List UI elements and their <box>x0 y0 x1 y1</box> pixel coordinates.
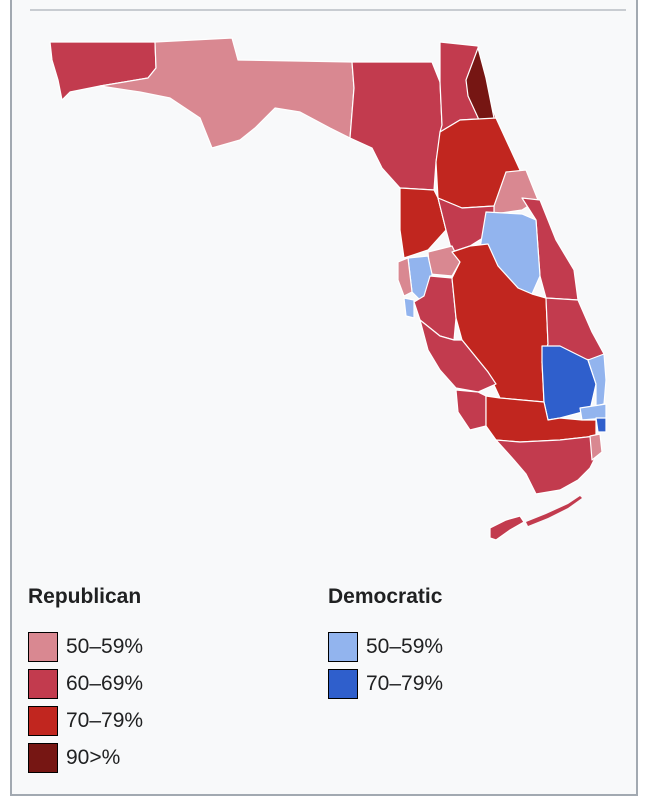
legend-label: 90>% <box>66 745 121 769</box>
legend-swatch <box>28 742 58 773</box>
legend-label: 70–79% <box>366 671 444 695</box>
legend-democratic: Democratic 50–59% 70–79% <box>328 582 608 702</box>
county-region <box>403 297 415 319</box>
legend-swatch <box>28 668 58 699</box>
legend-swatch <box>328 668 358 699</box>
county-region <box>495 435 599 495</box>
county-region <box>595 417 607 433</box>
legend-item: 90>% <box>28 739 308 776</box>
legend-label: 60–69% <box>66 671 144 695</box>
legend-swatch <box>328 631 358 662</box>
legend-label: 50–59% <box>366 634 444 658</box>
legend-title-republican: Republican <box>28 585 142 608</box>
legend-swatch <box>28 631 58 662</box>
county-region <box>526 496 582 526</box>
legend-item: 50–59% <box>28 628 308 665</box>
top-divider <box>30 9 626 11</box>
legend-label: 70–79% <box>66 708 144 732</box>
legend-title-democratic: Democratic <box>328 585 443 608</box>
legend-item: 60–69% <box>28 665 308 702</box>
county-region <box>455 389 487 431</box>
legend-label: 50–59% <box>66 634 144 658</box>
county-region <box>489 515 525 541</box>
county-region <box>349 61 443 191</box>
county-region <box>399 187 447 259</box>
county-region <box>397 257 413 297</box>
legend-republican: Republican 50–59% 60–69% 70–79% 90>% <box>28 582 308 776</box>
legend-item: 50–59% <box>328 628 608 665</box>
legend-item: 70–79% <box>328 665 608 702</box>
legend-swatch <box>28 705 58 736</box>
legend-item: 70–79% <box>28 702 308 739</box>
county-region <box>419 319 497 393</box>
county-region <box>541 345 597 421</box>
florida-county-map <box>49 37 607 541</box>
county-region <box>589 433 603 461</box>
